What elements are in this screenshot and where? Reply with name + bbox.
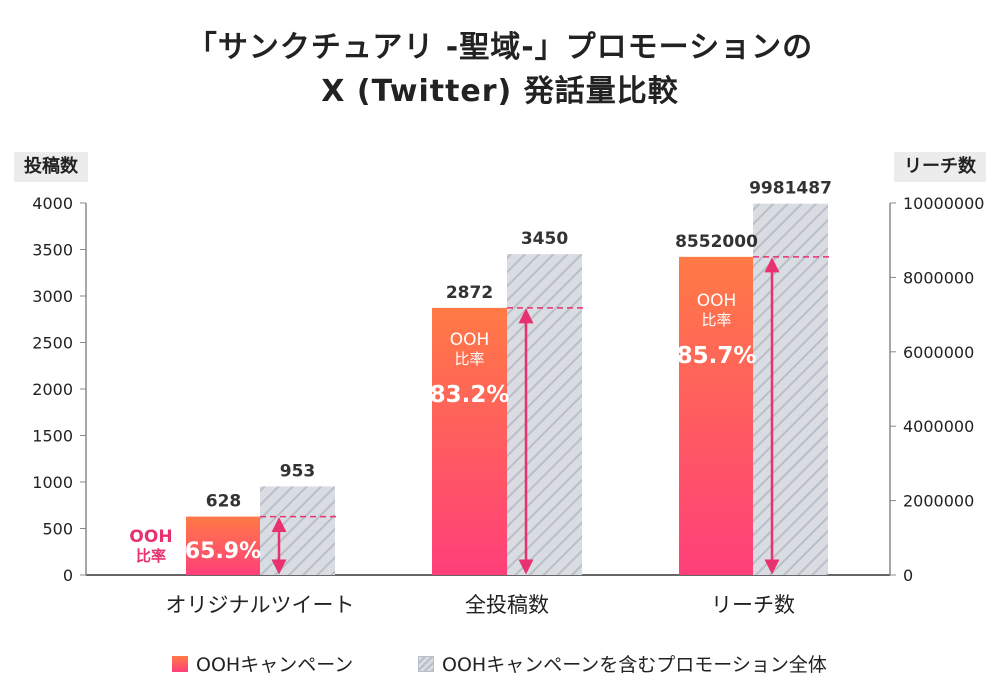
right-tick-label: 8000000 — [903, 268, 974, 287]
value-label-ooh: 628 — [206, 492, 242, 512]
category-label: オリジナルツイート — [166, 593, 355, 617]
bar-ooh — [432, 307, 507, 575]
left-tick-label: 1500 — [32, 427, 73, 446]
bar-ooh — [186, 516, 261, 575]
value-label-total: 953 — [280, 461, 316, 481]
ratio-caption-ooh: OOH — [129, 527, 172, 547]
ratio-value: 65.9% — [185, 539, 261, 564]
left-tick-label: 3500 — [32, 241, 73, 260]
left-tick-label: 2000 — [32, 380, 73, 399]
left-tick-label: 2500 — [32, 334, 73, 353]
value-label-total: 9981487 — [749, 179, 832, 199]
ratio-caption-ooh: OOH — [697, 291, 737, 311]
ratio-value: 83.2% — [430, 382, 510, 408]
value-label-ooh: 8552000 — [675, 232, 758, 252]
ratio-caption-ooh: OOH — [450, 330, 490, 350]
bar-total — [260, 486, 335, 575]
chart-title-line-1: 「サンクチュアリ -聖域-」プロモーションの — [186, 30, 814, 65]
legend-label-ooh: OOHキャンペーン — [196, 654, 354, 676]
ratio-value: 85.7% — [677, 343, 757, 369]
legend-label-all: OOHキャンペーンを含むプロモーション全体 — [442, 654, 827, 676]
right-tick-label: 0 — [903, 566, 913, 585]
right-axis-label: リーチ数 — [894, 152, 986, 182]
category-label: 全投稿数 — [465, 593, 549, 617]
right-tick-label: 2000000 — [903, 492, 974, 511]
chart-title-line-2: X (Twitter) 発話量比較 — [321, 74, 679, 109]
value-label-total: 3450 — [521, 229, 568, 249]
bar-total — [753, 203, 828, 575]
left-axis-label: 投稿数 — [14, 152, 88, 182]
legend-item-all: OOHキャンペーンを含むプロモーション全体 — [418, 650, 827, 677]
left-tick-label: 4000 — [32, 194, 73, 213]
legend-item-ooh: OOHキャンペーン — [172, 650, 353, 677]
left-tick-label: 1000 — [32, 473, 73, 492]
left-tick-label: 500 — [42, 520, 73, 539]
right-tick-label: 10000000 — [903, 194, 984, 213]
ratio-caption-label: 比率 — [136, 547, 166, 565]
value-label-ooh: 2872 — [446, 283, 493, 303]
ratio-caption-label: 比率 — [454, 350, 484, 368]
bar-ooh — [679, 256, 754, 575]
left-tick-label: 3000 — [32, 287, 73, 306]
legend-swatch-all — [418, 655, 434, 672]
right-tick-label: 6000000 — [903, 343, 974, 362]
legend-swatch-ooh — [172, 655, 188, 672]
category-label: リーチ数 — [711, 593, 795, 617]
ratio-caption-label: 比率 — [701, 311, 731, 329]
right-tick-label: 4000000 — [903, 417, 974, 436]
left-tick-label: 0 — [63, 566, 73, 585]
bar-total — [507, 254, 582, 575]
